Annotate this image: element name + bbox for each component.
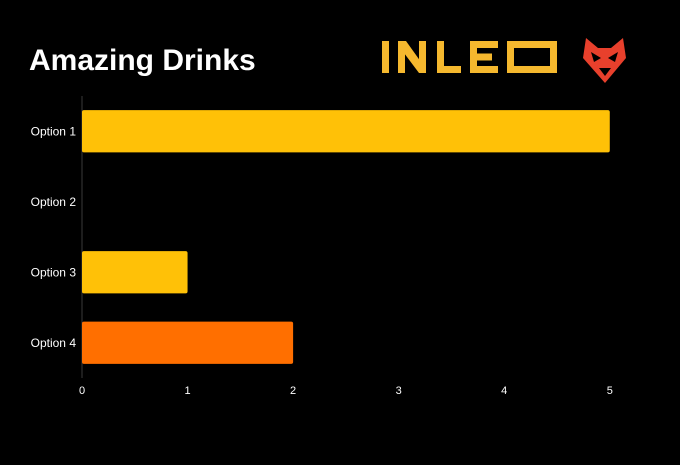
y-tick-label: Option 4	[31, 336, 77, 350]
x-tick-label: 5	[607, 385, 613, 397]
bar-4	[82, 321, 294, 364]
bar-3	[82, 251, 188, 294]
y-tick-label: Option 3	[31, 265, 77, 279]
x-tick-label: 3	[396, 385, 402, 397]
chart-title: Amazing Drinks	[29, 44, 256, 77]
y-tick-label: Option 2	[31, 195, 77, 209]
inleo-logo-svg	[382, 38, 626, 83]
bar-1	[82, 110, 610, 153]
x-tick-label: 4	[501, 385, 507, 397]
x-tick-label: 1	[184, 385, 190, 397]
x-tick-label: 0	[79, 385, 85, 397]
logo-wordmark	[382, 41, 557, 73]
y-tick-label: Option 1	[31, 124, 77, 138]
x-tick-label: 2	[290, 385, 296, 397]
inleo-logo	[382, 36, 652, 86]
lion-head-icon	[583, 38, 626, 83]
